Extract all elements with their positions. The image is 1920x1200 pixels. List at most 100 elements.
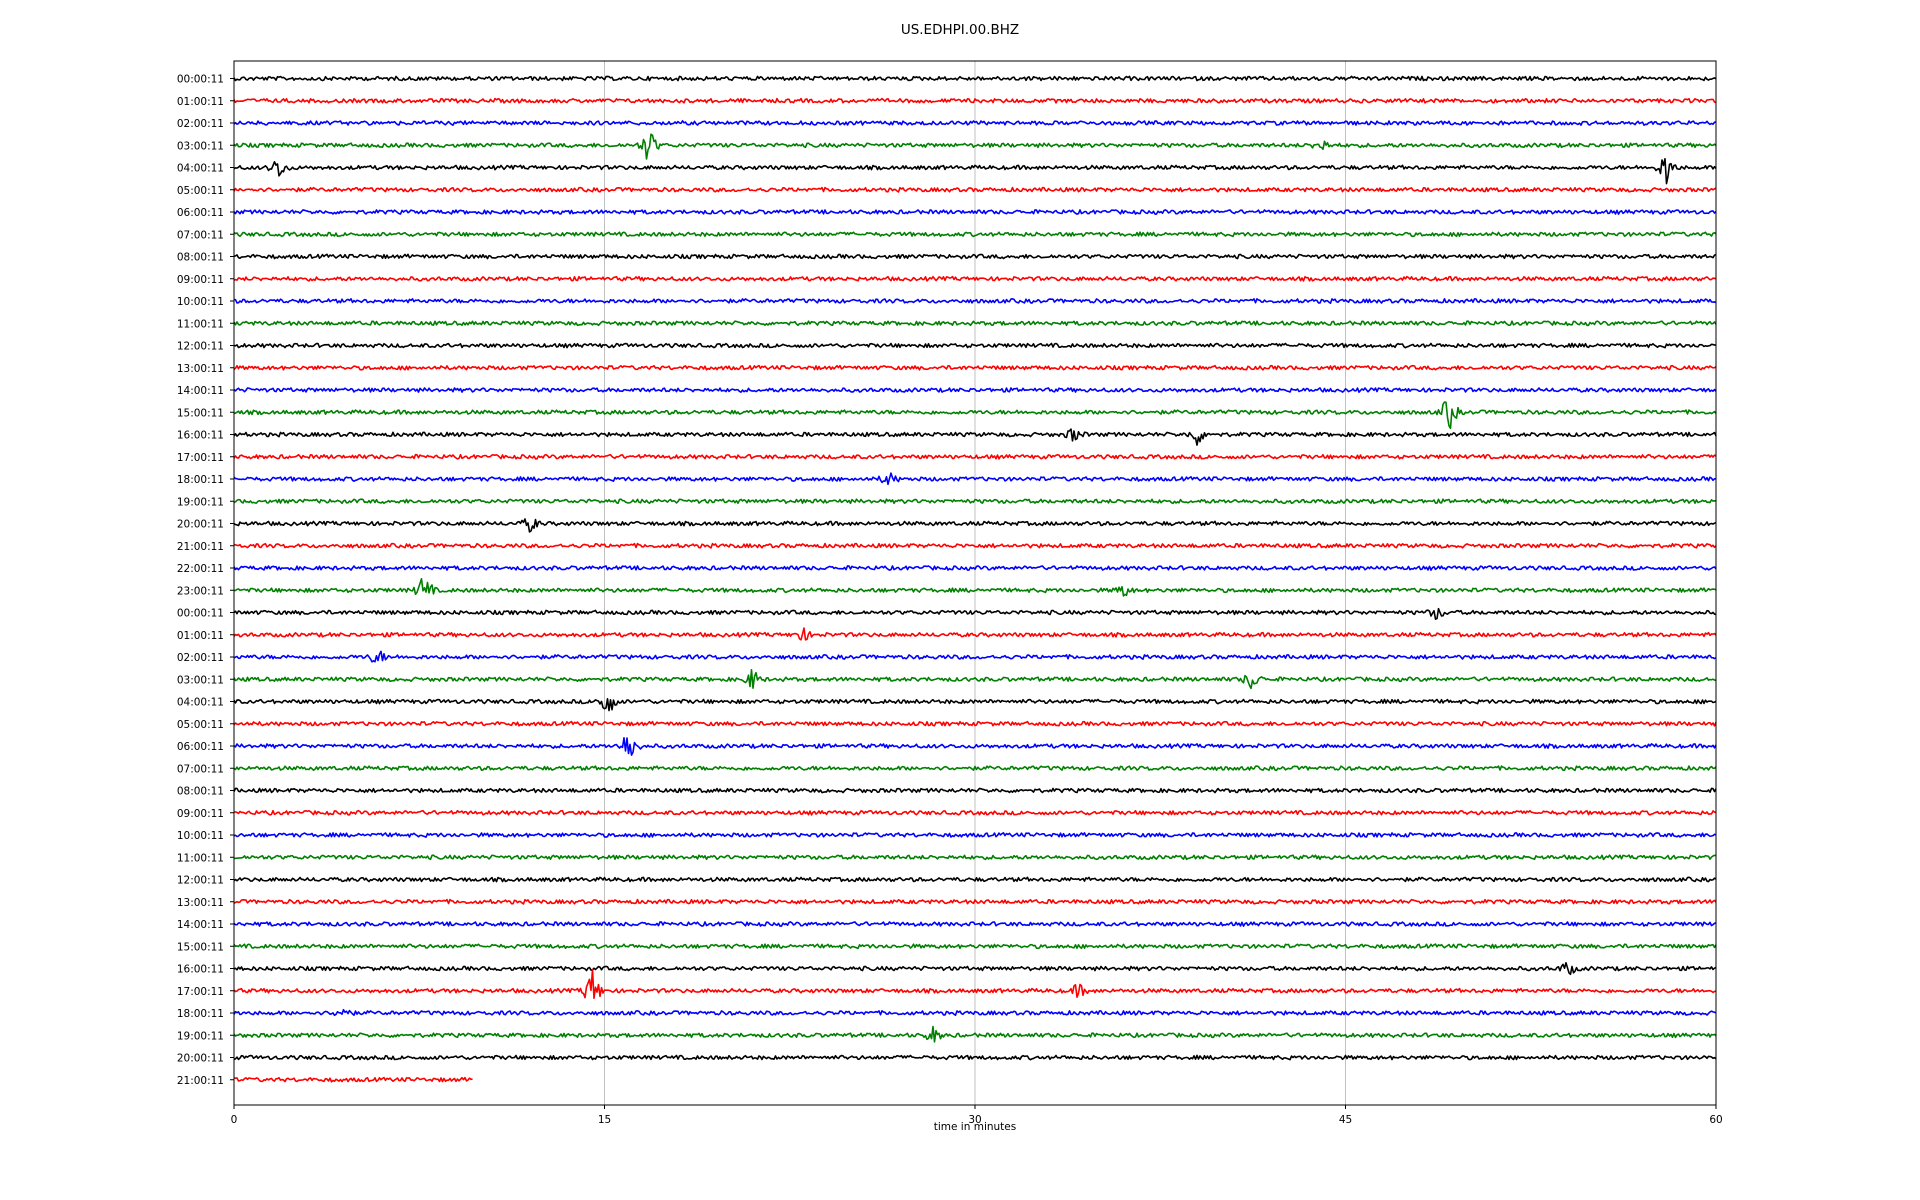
row-label: 02:00:11 (177, 652, 224, 664)
row-label: 20:00:11 (177, 1053, 224, 1065)
seismic-trace (233, 809, 1717, 816)
trace-layer (233, 75, 1717, 1083)
row-labels: 00:00:11 01:00:11 02:00:11 03:00:11 04:00:11… (177, 74, 234, 1087)
seismic-trace (233, 133, 1717, 160)
row-label: 00:00:11 (177, 74, 224, 86)
seismic-trace (233, 387, 1717, 393)
row-label: 11:00:11 (177, 318, 224, 330)
seismic-trace (233, 542, 1717, 549)
row-label: 03:00:11 (177, 674, 224, 686)
seismic-trace (233, 298, 1717, 304)
row-label: 15:00:11 (177, 941, 224, 953)
row-label: 08:00:11 (177, 252, 224, 264)
row-label: 04:00:11 (177, 697, 224, 709)
row-label: 15:00:11 (177, 407, 224, 419)
row-label: 11:00:11 (177, 852, 224, 864)
seismic-trace (233, 401, 1717, 430)
seismic-trace (233, 669, 1717, 690)
seismic-trace (233, 97, 1717, 104)
seismic-trace (233, 898, 1717, 905)
seismic-trace (233, 120, 1717, 126)
seismic-trace (233, 1008, 1717, 1017)
seismic-trace (233, 1076, 473, 1083)
row-label: 21:00:11 (177, 1075, 224, 1087)
seismic-trace (233, 650, 1717, 663)
row-label: 19:00:11 (177, 1030, 224, 1042)
seismic-trace (233, 472, 1717, 486)
seismic-trace (233, 607, 1717, 620)
seismic-trace (233, 1054, 1717, 1061)
seismic-trace (233, 75, 1717, 82)
seismic-trace (233, 787, 1717, 794)
row-label: 18:00:11 (177, 474, 224, 486)
seismic-trace (233, 518, 1717, 533)
seismic-trace (233, 231, 1717, 238)
seismic-trace (233, 765, 1717, 772)
row-label: 16:00:11 (177, 964, 224, 976)
row-label: 06:00:11 (177, 207, 224, 219)
x-tick-label: 0 (231, 1114, 238, 1126)
seismic-trace (233, 961, 1717, 976)
x-axis-title: time in minutes (934, 1121, 1016, 1133)
grid-layer (604, 61, 1346, 1105)
row-label: 14:00:11 (177, 385, 224, 397)
row-label: 16:00:11 (177, 430, 224, 442)
x-tick-label: 45 (1339, 1114, 1352, 1126)
seismic-trace (233, 253, 1717, 260)
seismic-trace (233, 453, 1717, 460)
seismic-trace (233, 364, 1717, 371)
seismic-trace (233, 342, 1717, 349)
seismic-trace (233, 186, 1717, 193)
row-label: 12:00:11 (177, 341, 224, 353)
x-tick-label: 30 (968, 1114, 981, 1126)
plot-frame (233, 60, 1717, 1106)
seismic-trace (233, 737, 1717, 756)
row-label: 18:00:11 (177, 1008, 224, 1020)
row-label: 14:00:11 (177, 919, 224, 931)
row-label: 07:00:11 (177, 229, 224, 241)
seismic-trace (233, 565, 1717, 571)
row-label: 13:00:11 (177, 897, 224, 909)
row-label: 19:00:11 (177, 496, 224, 508)
row-label: 23:00:11 (177, 585, 224, 597)
seismic-trace (233, 968, 1717, 1000)
row-label: 10:00:11 (177, 830, 224, 842)
row-label: 10:00:11 (177, 296, 224, 308)
row-label: 05:00:11 (177, 185, 224, 197)
seismic-trace (233, 578, 1717, 597)
row-label: 17:00:11 (177, 452, 224, 464)
row-label: 17:00:11 (177, 986, 224, 998)
x-axis-ticks: 0 15 30 45 60 (231, 1105, 1723, 1126)
seismic-trace (233, 428, 1717, 446)
row-label: 03:00:11 (177, 140, 224, 152)
row-label: 08:00:11 (177, 786, 224, 798)
x-tick-label: 60 (1709, 1114, 1722, 1126)
row-label: 02:00:11 (177, 118, 224, 130)
row-label: 12:00:11 (177, 875, 224, 887)
x-tick-label: 15 (598, 1114, 611, 1126)
row-label: 01:00:11 (177, 96, 224, 108)
seismic-trace (233, 275, 1717, 282)
row-label: 22:00:11 (177, 563, 224, 575)
seismic-trace (233, 320, 1717, 327)
seismic-trace (233, 921, 1717, 927)
row-label: 20:00:11 (177, 519, 224, 531)
seismic-trace (233, 943, 1717, 950)
row-label: 04:00:11 (177, 163, 224, 175)
seismic-trace (233, 854, 1717, 861)
seismic-trace (233, 1025, 1717, 1043)
row-label: 09:00:11 (177, 808, 224, 820)
seismic-trace (233, 498, 1717, 505)
row-label: 06:00:11 (177, 741, 224, 753)
seismic-trace (233, 832, 1717, 838)
seismic-trace (233, 627, 1717, 641)
seismic-trace (233, 876, 1717, 883)
row-label: 13:00:11 (177, 363, 224, 375)
row-label: 01:00:11 (177, 630, 224, 642)
row-label: 05:00:11 (177, 719, 224, 731)
chart-title: US.EDHPI.00.BHZ (900, 22, 1020, 38)
seismic-trace (233, 697, 1717, 712)
row-label: 07:00:11 (177, 763, 224, 775)
row-label: 21:00:11 (177, 541, 224, 553)
